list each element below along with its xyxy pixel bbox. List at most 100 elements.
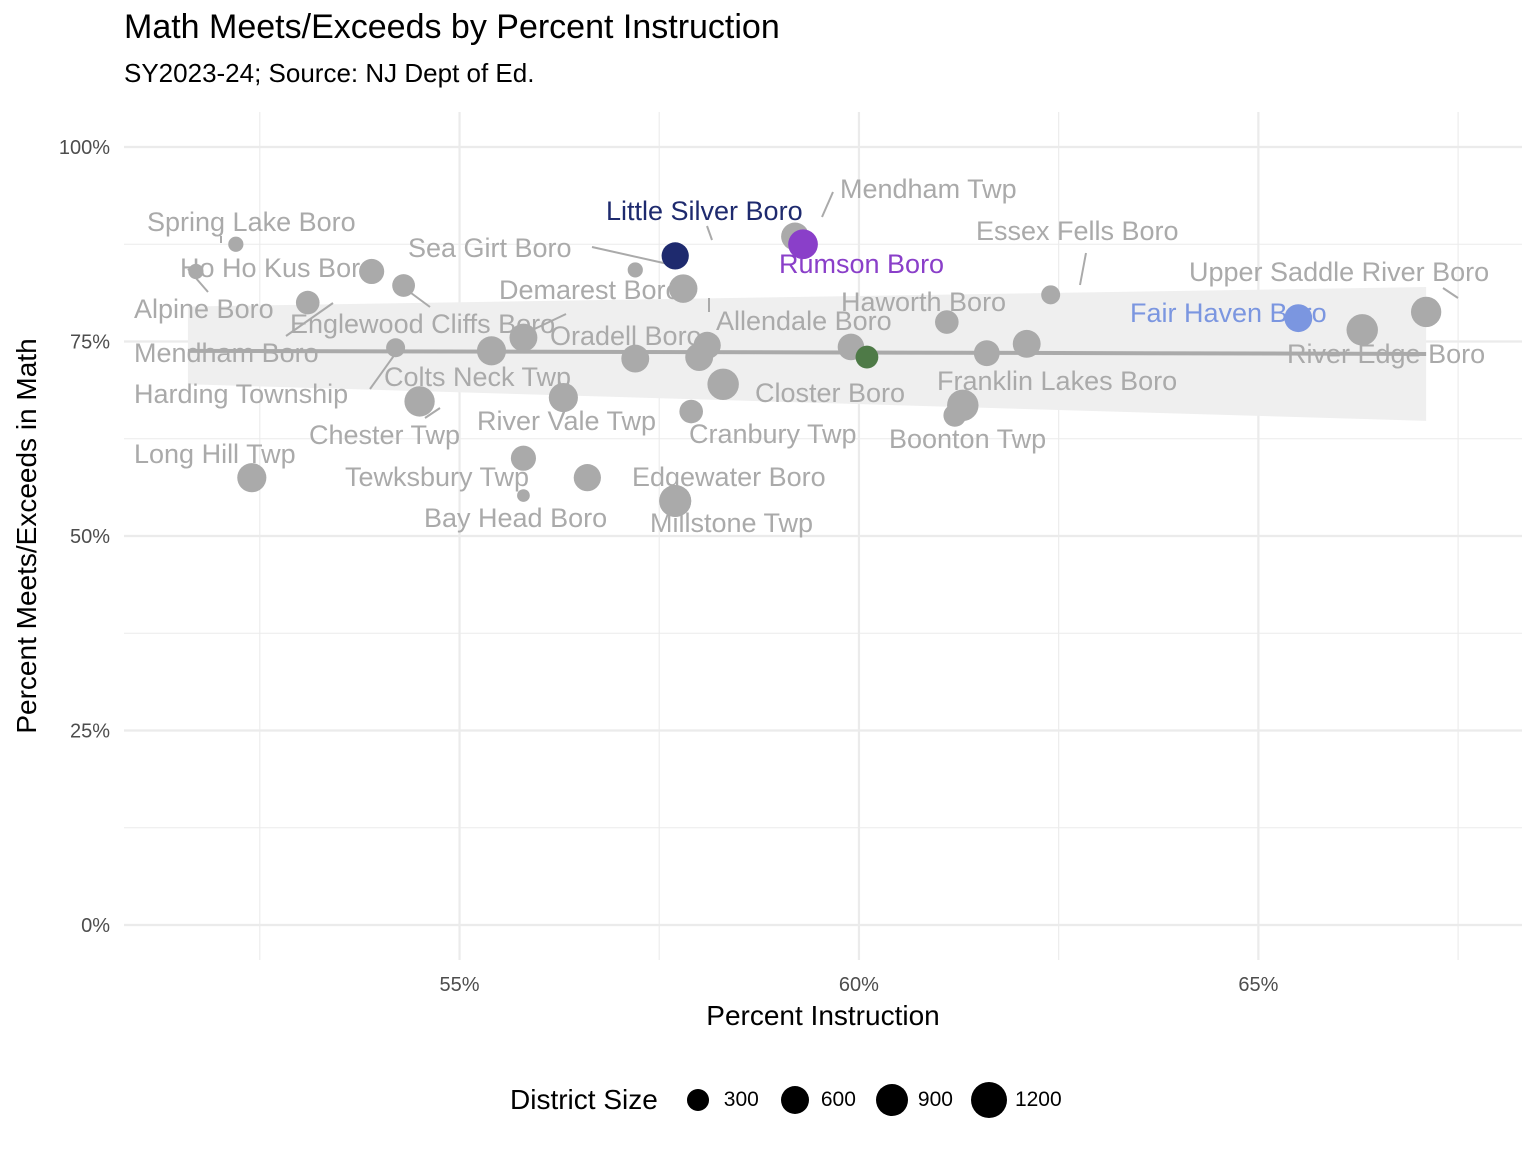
point-label: Closter Boro: [755, 378, 905, 408]
grid-lines: [124, 112, 1522, 960]
data-point: [548, 382, 578, 413]
legend-dot: [970, 1081, 1008, 1119]
data-point: [1346, 314, 1378, 346]
x-tick-label: 65%: [1238, 974, 1278, 996]
label-leader-line: [1442, 287, 1459, 299]
legend-entries: 300 600 900 1200: [676, 1078, 1076, 1122]
point-labels: Spring Lake Boro Ho Ho Kus Boro Alpine Bor…: [134, 174, 1489, 538]
legend-item: 1200: [967, 1078, 1062, 1122]
point-label: Boonton Twp: [889, 424, 1046, 454]
data-point: [668, 274, 698, 303]
point-label: Upper Saddle River Boro: [1189, 257, 1489, 287]
point-label: Haworth Boro: [841, 287, 1006, 317]
point-label: Long Hill Twp: [134, 439, 296, 469]
data-point: [1041, 285, 1061, 305]
legend-value: 900: [917, 1088, 953, 1111]
data-point: [509, 323, 538, 352]
y-tick-label: 0%: [81, 915, 110, 937]
legend-item: 900: [870, 1078, 953, 1122]
data-point: [237, 463, 267, 493]
point-label: Edgewater Boro: [632, 462, 826, 492]
point-label: River Vale Twp: [477, 406, 656, 436]
point-label: Rumson Boro: [779, 249, 944, 279]
data-point: [788, 229, 818, 260]
x-tick-label: 55%: [440, 974, 480, 996]
legend-dot: [686, 1089, 709, 1111]
data-point: [943, 404, 967, 427]
legend-item: 300: [676, 1078, 759, 1122]
legend-value: 1200: [1014, 1088, 1062, 1111]
data-point: [1284, 304, 1313, 333]
legend-dot: [780, 1085, 809, 1115]
data-point: [295, 290, 320, 315]
point-label: River Edge Boro: [1287, 339, 1485, 369]
legend-key: [870, 1078, 914, 1122]
point-label: Harding Township: [134, 379, 348, 409]
data-point: [228, 236, 244, 252]
label-leaders: [187, 191, 1459, 419]
point-label: Fair Haven Boro: [1130, 298, 1327, 328]
label-leader-line: [706, 225, 713, 241]
data-point: [510, 445, 536, 471]
point-label: Allendale Boro: [716, 306, 892, 336]
point-label: Sea Girt Boro: [408, 233, 572, 263]
data-point: [707, 368, 739, 401]
data-point: [621, 344, 650, 373]
data-point: [627, 262, 643, 278]
y-tick-label: 50%: [70, 526, 110, 548]
legend-dot: [875, 1083, 909, 1117]
data-point: [659, 484, 692, 517]
point-label: Demarest Boro: [499, 275, 681, 305]
legend-title: District Size: [510, 1084, 658, 1115]
axis-ticks: 55% 60% 65% 0% 25% 50% 75% 100%: [59, 137, 1279, 996]
data-point: [476, 336, 507, 366]
data-point: [573, 464, 601, 492]
y-tick-label: 100%: [59, 137, 110, 159]
point-label: Oradell Boro: [550, 321, 702, 351]
point-label: Colts Neck Twp: [384, 362, 571, 392]
point-label: Mendham Boro: [134, 338, 319, 368]
point-label: Millstone Twp: [650, 508, 813, 538]
legend-key: [773, 1078, 817, 1122]
data-point: [1410, 296, 1442, 328]
point-label: Alpine Boro: [134, 294, 274, 324]
point-label: Mendham Twp: [840, 174, 1017, 204]
data-point: [404, 386, 435, 417]
label-leader-line: [591, 246, 669, 265]
label-leader-line: [285, 302, 334, 337]
y-tick-label: 75%: [70, 332, 110, 354]
data-point: [188, 263, 204, 280]
point-label: Englewood Cliffs Boro: [290, 309, 555, 339]
data-point: [679, 399, 703, 424]
data-point: [685, 343, 714, 372]
point-label: Bay Head Boro: [424, 503, 607, 533]
data-point: [973, 340, 1000, 367]
label-leader-line: [821, 191, 834, 218]
label-leader-line: [424, 407, 441, 419]
x-tick-label: 60%: [839, 974, 879, 996]
chart-subtitle: SY2023-24; Source: NJ Dept of Ed.: [124, 58, 535, 88]
data-point: [386, 338, 406, 358]
x-axis-title: Percent Instruction: [706, 1000, 939, 1031]
point-label: Chester Twp: [309, 420, 460, 450]
point-label: Tewksbury Twp: [345, 462, 529, 492]
data-point: [1012, 329, 1041, 358]
point-label: Ho Ho Kus Boro: [180, 253, 375, 283]
legend-item: 600: [773, 1078, 856, 1122]
point-label: Cranbury Twp: [689, 419, 857, 449]
point-label: Essex Fells Boro: [976, 216, 1179, 246]
label-leader-line: [1079, 252, 1087, 286]
data-point: [392, 274, 415, 297]
legend-value: 300: [723, 1088, 759, 1111]
point-label: Little Silver Boro: [606, 196, 803, 226]
data-point: [935, 310, 959, 334]
data-point: [517, 489, 530, 502]
y-tick-label: 25%: [70, 720, 110, 742]
data-point: [855, 345, 879, 369]
y-axis-title: Percent Meets/Exceeds in Math: [11, 338, 42, 733]
size-legend: District Size 300 600 900 1200: [510, 1078, 1076, 1122]
legend-key: [676, 1078, 720, 1122]
data-points: [188, 222, 1442, 517]
legend-value: 600: [820, 1088, 856, 1111]
